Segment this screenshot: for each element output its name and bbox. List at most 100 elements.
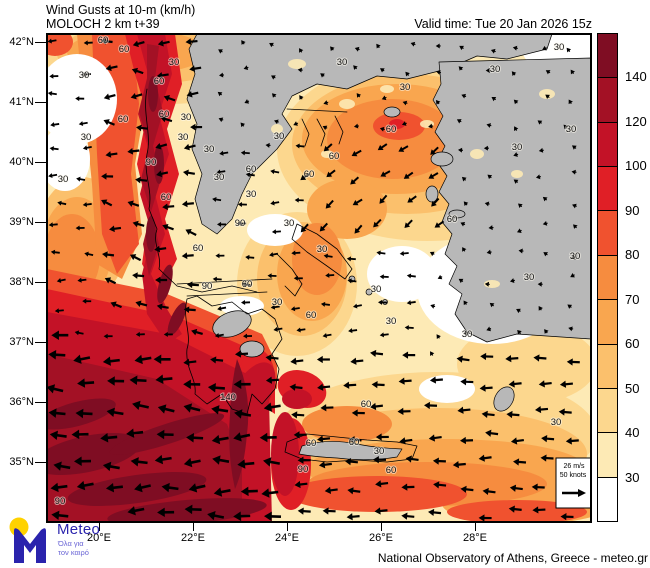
wind-arrow xyxy=(293,275,303,281)
wind-arrow xyxy=(407,195,417,203)
wind-arrow xyxy=(48,408,66,418)
wind-arrow xyxy=(428,172,439,179)
wind-arrow xyxy=(516,308,521,314)
wind-arrow xyxy=(428,434,442,442)
wind-arrow xyxy=(457,406,471,414)
contour-value-label: 30 xyxy=(181,112,192,123)
lon-label: 26°E xyxy=(369,532,393,544)
wind-arrow xyxy=(572,203,577,209)
wind-arrow xyxy=(185,229,197,236)
logo-tagline-line2: τον καιρό xyxy=(58,548,89,557)
wind-arrow xyxy=(347,487,361,495)
wind-arrow xyxy=(406,273,416,279)
wind-arrow xyxy=(544,329,549,334)
wind-arrow xyxy=(241,40,246,45)
wind-arrow xyxy=(545,70,551,75)
wind-arrow xyxy=(48,222,58,228)
wind-arrow xyxy=(297,507,311,515)
wind-arrow xyxy=(573,224,578,229)
wind-arrow xyxy=(84,251,94,257)
wind-arrow xyxy=(290,357,304,365)
wind-arrow xyxy=(294,197,304,203)
wind-reference-ms: 26 m/s xyxy=(563,463,585,470)
wind-arrow xyxy=(135,300,148,307)
colorbar-segment xyxy=(598,121,617,167)
contour-value-label: 60 xyxy=(304,169,315,180)
wind-arrow xyxy=(219,150,229,156)
wind-arrow xyxy=(570,273,575,278)
contour-value-label: 30 xyxy=(374,446,385,457)
lat-label: 41°N xyxy=(9,96,34,108)
wind-arrow xyxy=(375,480,389,488)
wind-arrow xyxy=(132,40,145,48)
wind-arrow xyxy=(542,196,548,202)
wind-arrow xyxy=(100,433,118,443)
lon-tick xyxy=(287,522,288,531)
wind-arrow xyxy=(318,461,332,469)
wind-arrow xyxy=(485,67,491,73)
wind-arrow xyxy=(369,402,383,411)
lat-label: 42°N xyxy=(9,36,34,48)
wind-arrow xyxy=(319,222,328,232)
wind-arrow xyxy=(299,95,304,100)
wind-arrow xyxy=(463,330,469,336)
wind-arrow xyxy=(47,38,57,44)
wind-arrow xyxy=(348,436,362,444)
wind-arrow xyxy=(161,482,179,493)
wind-reference-arrow-icon xyxy=(562,489,586,497)
lat-label: 36°N xyxy=(9,396,34,408)
contour-value-label: 30 xyxy=(566,124,577,135)
wind-arrow xyxy=(513,152,519,157)
wind-arrow xyxy=(512,45,518,51)
contour-value-label: 90 xyxy=(235,218,246,229)
wind-arrow xyxy=(346,513,360,521)
lat-label: 39°N xyxy=(9,216,34,228)
wind-arrow xyxy=(404,325,414,331)
wind-arrow xyxy=(186,433,204,443)
lon-label: 28°E xyxy=(463,532,487,544)
wind-arrow xyxy=(155,143,168,150)
wind-arrow xyxy=(212,197,222,203)
wind-arrow xyxy=(563,124,569,130)
wind-arrow xyxy=(233,432,251,442)
wind-arrow xyxy=(237,201,247,208)
contour-value-label: 60 xyxy=(119,44,130,55)
wind-arrow xyxy=(399,250,409,256)
contour-value-label: 60 xyxy=(329,151,340,162)
wind-arrow xyxy=(462,247,467,252)
wind-arrow xyxy=(263,402,281,412)
wind-arrow xyxy=(456,119,462,124)
wind-arrow xyxy=(402,100,408,106)
contour-value-label: 60 xyxy=(246,164,257,175)
wind-arrow xyxy=(350,357,364,365)
colorbar-tick-label: 40 xyxy=(625,425,640,441)
wind-arrow xyxy=(136,124,149,132)
wind-arrow xyxy=(537,120,543,125)
wind-arrow xyxy=(294,480,308,489)
wind-arrow xyxy=(126,428,144,438)
wind-arrow xyxy=(216,169,226,175)
wind-arrow xyxy=(437,274,443,280)
wind-arrow xyxy=(107,376,125,386)
contour-value-label: 90 xyxy=(202,281,213,292)
wind-arrow xyxy=(269,252,279,258)
wind-arrow xyxy=(532,506,546,514)
wind-arrow xyxy=(48,173,58,179)
wind-arrow xyxy=(483,145,489,151)
wind-arrow xyxy=(456,355,470,363)
wind-arrow xyxy=(479,384,493,392)
wind-arrow xyxy=(482,487,496,496)
wind-arrow xyxy=(570,69,575,75)
wind-arrow xyxy=(270,200,280,206)
wind-arrow xyxy=(380,170,391,177)
wind-arrow xyxy=(213,487,231,497)
wind-arrow xyxy=(244,99,250,104)
wind-arrow xyxy=(322,507,336,515)
wind-arrow xyxy=(134,354,152,365)
wind-arrow xyxy=(75,408,93,419)
wind-arrow xyxy=(186,90,199,98)
contour-value-label: 60 xyxy=(386,465,397,476)
wind-arrow xyxy=(317,435,331,443)
wind-arrow xyxy=(344,458,358,466)
wind-arrow xyxy=(82,298,92,304)
